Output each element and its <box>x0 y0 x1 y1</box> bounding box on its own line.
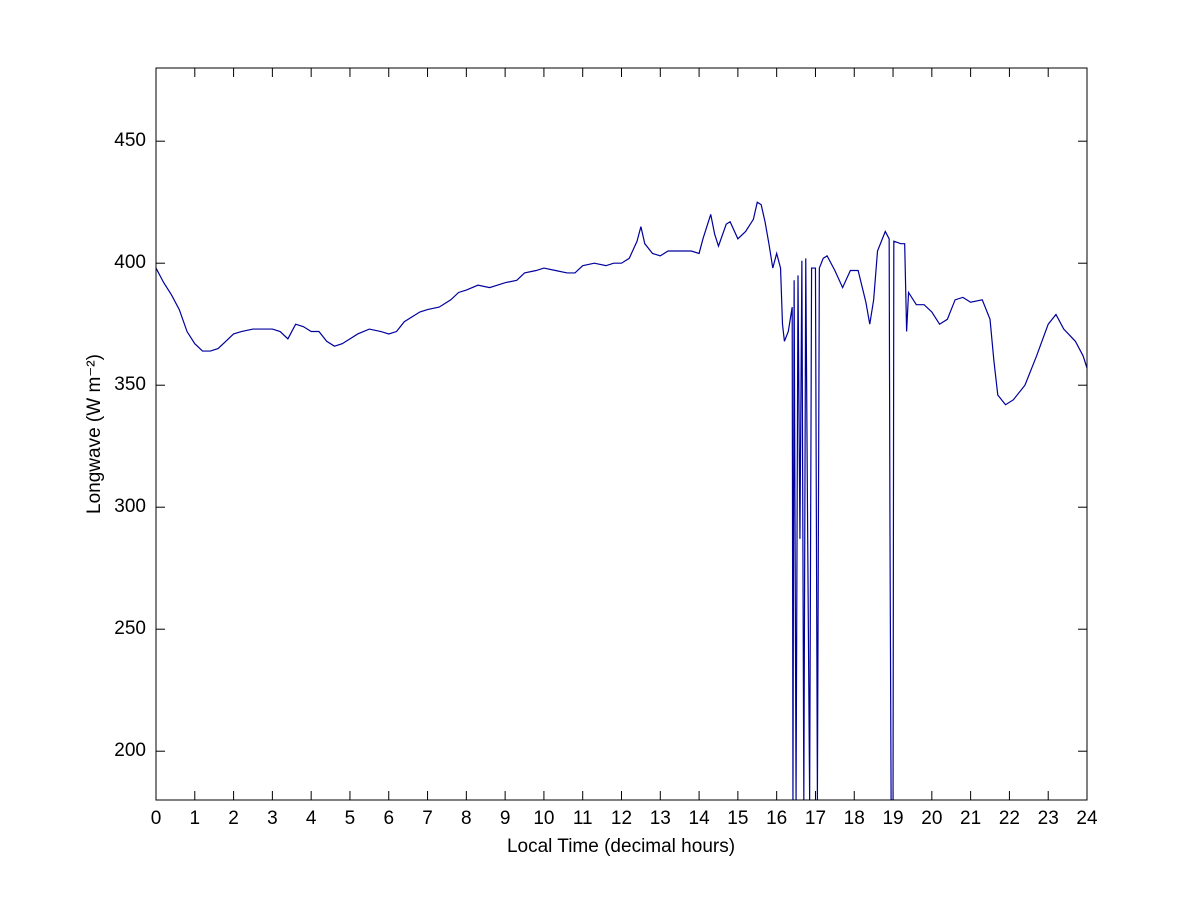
y-tick-label: 300 <box>114 496 146 517</box>
x-tick-label: 9 <box>500 808 511 829</box>
x-tick-label: 8 <box>461 808 472 829</box>
y-tick-label: 250 <box>114 618 146 639</box>
y-tick-label: 450 <box>114 130 146 151</box>
x-tick-label: 19 <box>882 808 903 829</box>
x-tick-label: 12 <box>611 808 632 829</box>
x-tick-label: 14 <box>689 808 711 829</box>
x-tick-label: 4 <box>306 808 317 829</box>
x-tick-label: 2 <box>228 808 239 829</box>
x-tick-label: 18 <box>844 808 865 829</box>
x-tick-label: 1 <box>190 808 201 829</box>
x-tick-label: 21 <box>960 808 981 829</box>
y-axis-label: Longwave (W m⁻²) <box>84 354 105 514</box>
y-tick-label: 400 <box>114 252 146 273</box>
x-tick-label: 13 <box>650 808 671 829</box>
x-tick-label: 7 <box>422 808 433 829</box>
x-tick-label: 10 <box>533 808 554 829</box>
x-tick-label: 17 <box>805 808 826 829</box>
axes-box <box>155 67 1088 801</box>
x-tick-label: 6 <box>383 808 394 829</box>
x-tick-label: 20 <box>921 808 942 829</box>
x-tick-label: 11 <box>573 808 593 829</box>
data-line <box>156 201 1087 800</box>
x-tick-label: 22 <box>999 808 1020 829</box>
y-tick-label: 350 <box>114 374 146 395</box>
y-tick-label: 200 <box>114 740 146 761</box>
x-tick-label: 0 <box>151 808 162 829</box>
x-tick-label: 15 <box>727 808 748 829</box>
x-tick-label: 23 <box>1038 808 1059 829</box>
x-tick-label: 3 <box>267 808 278 829</box>
x-tick-label: 16 <box>766 808 787 829</box>
x-tick-label: 24 <box>1076 808 1098 829</box>
x-axis-label: Local Time (decimal hours) <box>507 836 735 857</box>
x-tick-label: 5 <box>345 808 356 829</box>
